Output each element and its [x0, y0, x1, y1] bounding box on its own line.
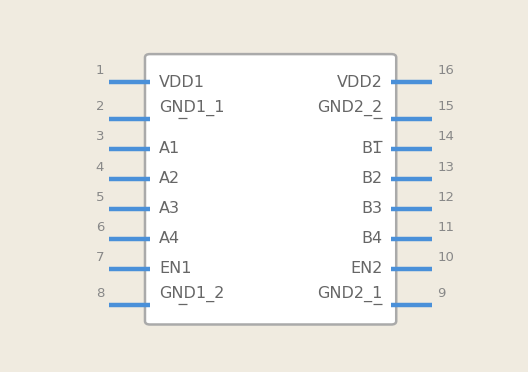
Text: EN2: EN2: [350, 262, 382, 276]
Text: B4: B4: [361, 231, 382, 246]
Text: 9: 9: [437, 286, 446, 299]
Text: 16: 16: [437, 64, 454, 77]
Text: 8: 8: [96, 286, 104, 299]
Text: GND2_1: GND2_1: [317, 286, 382, 302]
Text: B2: B2: [361, 171, 382, 186]
Text: B1: B1: [361, 141, 382, 156]
Text: GND1_1: GND1_1: [159, 100, 224, 116]
Text: 3: 3: [96, 131, 104, 144]
Text: EN1: EN1: [159, 262, 191, 276]
Text: 14: 14: [437, 131, 454, 144]
Text: 5: 5: [96, 190, 104, 203]
Text: 7: 7: [96, 251, 104, 264]
Text: A1: A1: [159, 141, 180, 156]
Text: 4: 4: [96, 161, 104, 173]
Text: 11: 11: [437, 221, 454, 234]
Text: 12: 12: [437, 190, 454, 203]
FancyBboxPatch shape: [145, 54, 396, 324]
Text: B3: B3: [361, 201, 382, 216]
Text: 6: 6: [96, 221, 104, 234]
Text: A2: A2: [159, 171, 180, 186]
Text: VDD2: VDD2: [336, 75, 382, 90]
Text: A4: A4: [159, 231, 180, 246]
Text: VDD1: VDD1: [159, 75, 205, 90]
Text: 1: 1: [96, 64, 104, 77]
Text: GND2_2: GND2_2: [317, 100, 382, 116]
Text: 10: 10: [437, 251, 454, 264]
Text: 2: 2: [96, 100, 104, 113]
Text: 13: 13: [437, 161, 454, 173]
Text: A3: A3: [159, 201, 180, 216]
Text: 15: 15: [437, 100, 454, 113]
Text: GND1_2: GND1_2: [159, 286, 224, 302]
